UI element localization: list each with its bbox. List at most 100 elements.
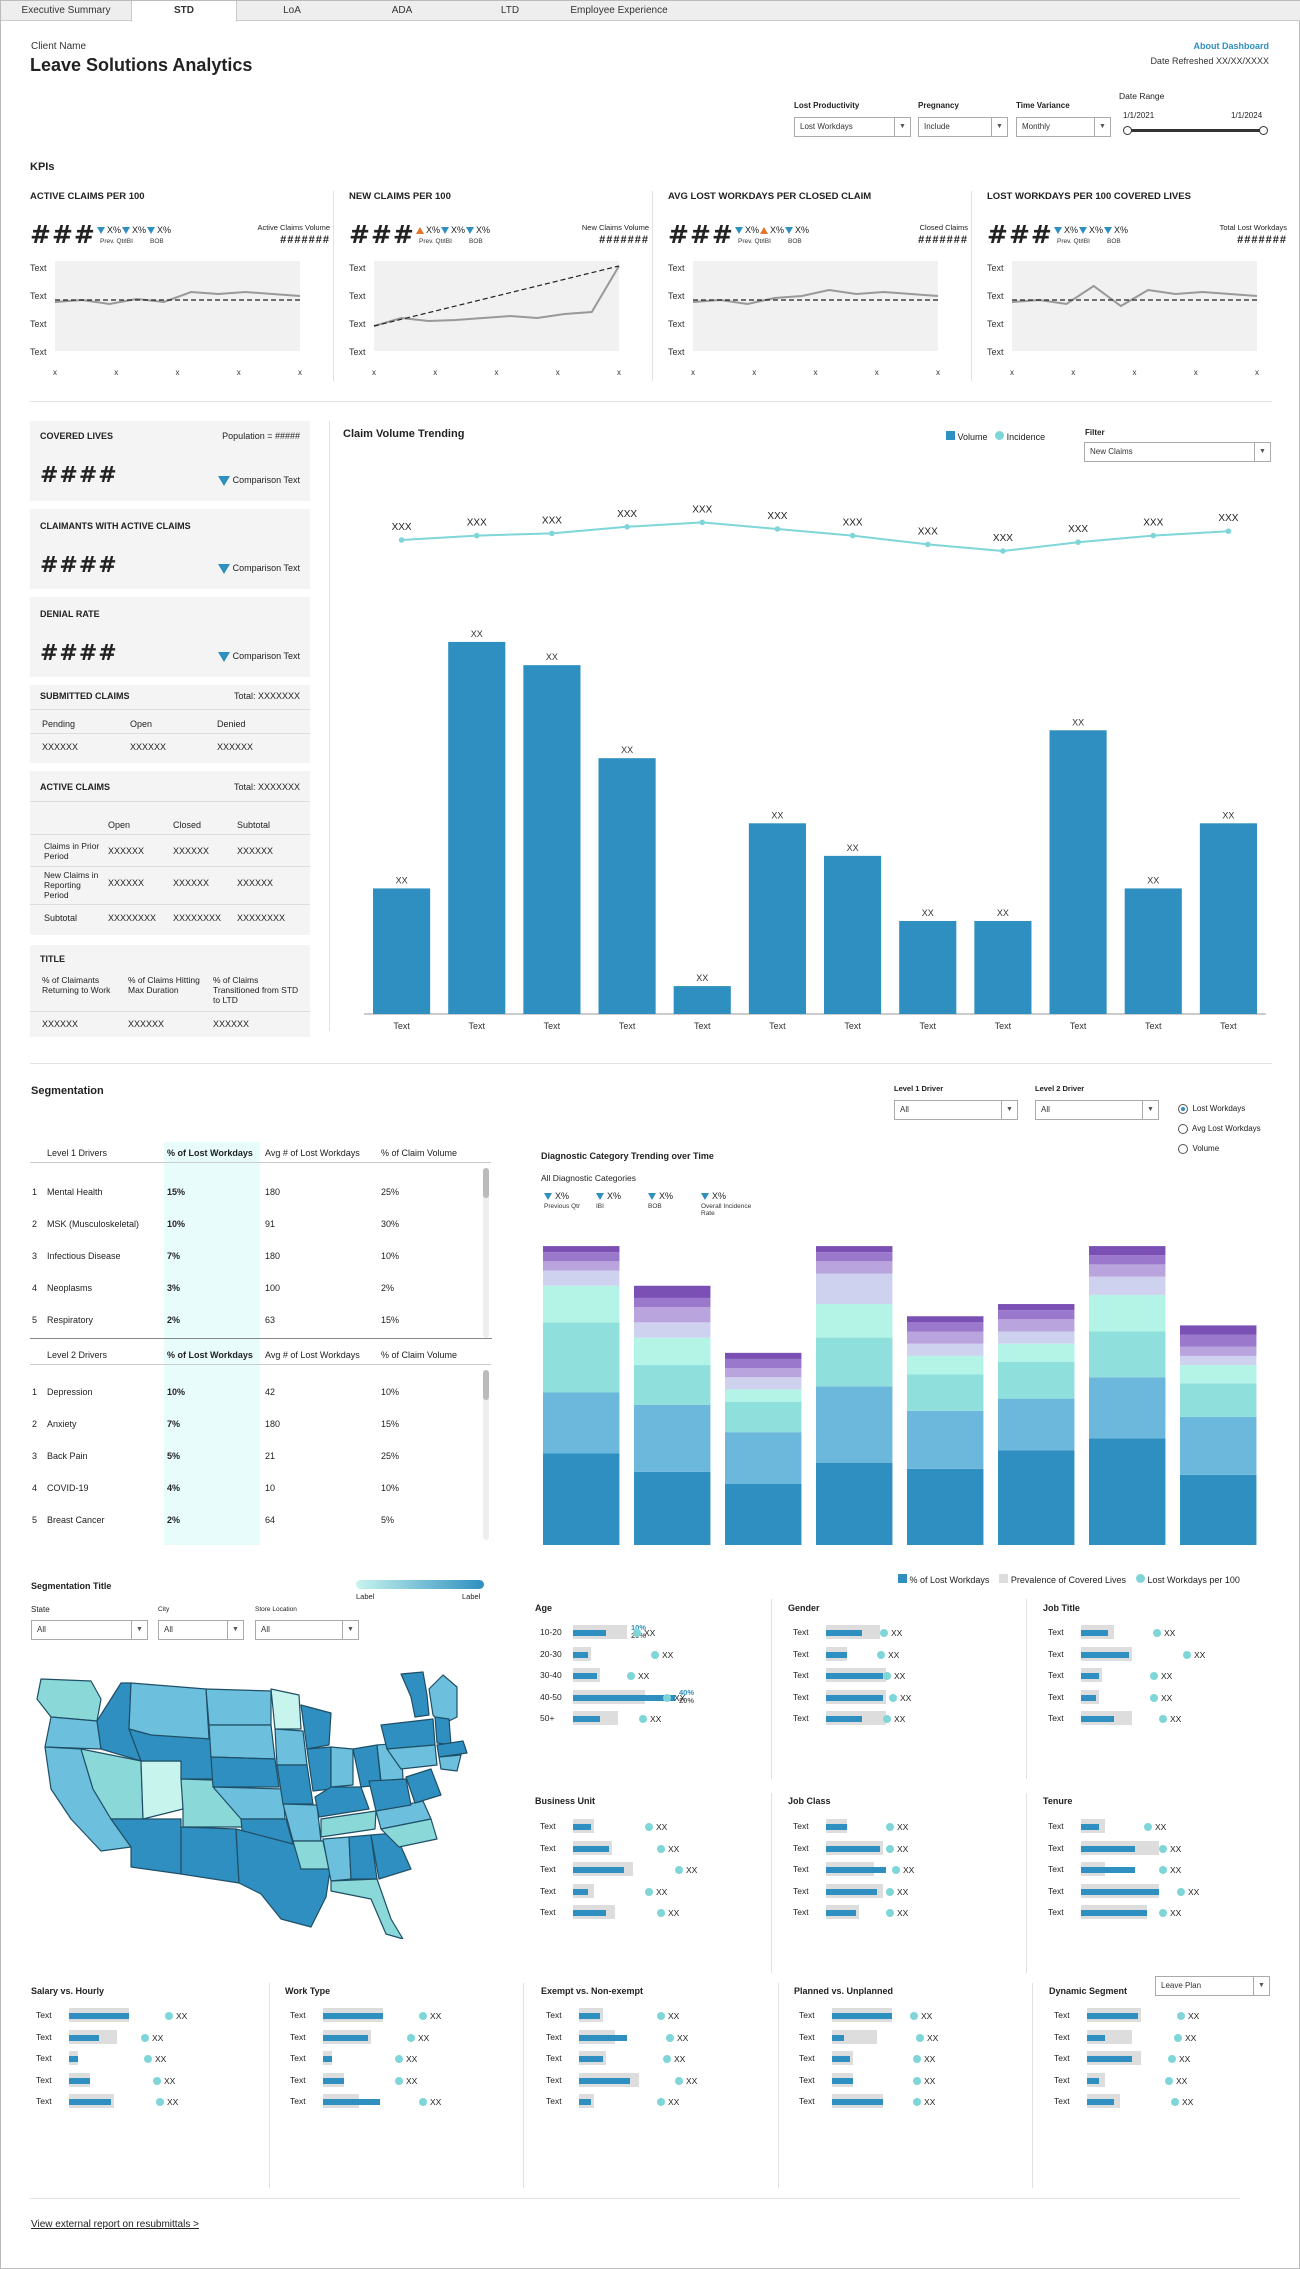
row-label: Text xyxy=(793,1907,809,1917)
lost-workdays-per-100-dot xyxy=(657,2012,665,2020)
stacked-bar-segment xyxy=(998,1304,1075,1311)
tab-executive-summary[interactable]: Executive Summary xyxy=(21,5,111,16)
trend-line xyxy=(1011,284,1258,308)
volume-bar xyxy=(824,855,882,1014)
stacked-bar-segment xyxy=(725,1484,802,1545)
segment-chart-title: Work Type xyxy=(285,1986,331,1996)
dot-value-label: XX xyxy=(891,1628,903,1638)
date-range-track[interactable] xyxy=(1127,129,1267,132)
chevron-down-icon: ▼ xyxy=(342,1621,358,1639)
lost-workdays-per-100-dot xyxy=(663,1693,671,1702)
level2-driver-dropdown[interactable]: All ▼ xyxy=(1035,1100,1159,1120)
radio-avg-lost-workdays[interactable]: Avg Lost Workdays xyxy=(1178,1124,1261,1134)
divider xyxy=(30,904,310,905)
incidence-legend-swatch xyxy=(995,431,1005,440)
state-dropdown[interactable]: All ▼ xyxy=(31,1620,148,1640)
tab-loa[interactable]: LoA xyxy=(283,5,301,16)
lost-workdays-per-100-dot xyxy=(910,2012,918,2020)
stacked-bar-segment xyxy=(634,1307,711,1323)
y-tick-label: Text xyxy=(668,319,685,329)
lost-workdays-per-100-dot xyxy=(883,1672,891,1680)
col-header: Closed xyxy=(173,820,202,830)
stacked-bar-segment xyxy=(998,1398,1075,1451)
date-range-start-handle[interactable] xyxy=(1123,126,1132,135)
kpi-delta-label: BOB xyxy=(1107,238,1121,245)
about-dashboard-link[interactable]: About Dashboard xyxy=(1193,41,1270,51)
segmentation-heading: Segmentation xyxy=(31,1085,104,1097)
lost-workdays-bar xyxy=(1081,1845,1135,1852)
row-label: Text xyxy=(1048,1713,1064,1723)
divider xyxy=(30,401,1272,402)
chevron-down-icon: ▼ xyxy=(131,1621,147,1639)
lost-workdays-bar xyxy=(1087,2034,1105,2041)
pregnancy-dropdown[interactable]: Include ▼ xyxy=(918,117,1008,137)
radio-lost-workdays[interactable]: Lost Workdays xyxy=(1178,1104,1245,1114)
dot-value-label: XX xyxy=(662,1649,674,1660)
segment-chart-title: Exempt vs. Non-exempt xyxy=(541,1986,644,1996)
lost-workdays-per-100-dot xyxy=(877,1650,885,1659)
incidence-data-label: XXX xyxy=(993,533,1013,544)
city-dropdown[interactable]: All ▼ xyxy=(158,1620,244,1640)
time-variance-dropdown[interactable]: Monthly ▼ xyxy=(1016,117,1111,137)
cell: XXXXXX xyxy=(42,1019,79,1029)
row-label: Text xyxy=(1048,1821,1064,1831)
kpi-sparkline-chart: Text Text Text Text x x x x x xyxy=(30,261,302,376)
row-rank: 3 xyxy=(32,1451,38,1461)
tab-ltd[interactable]: LTD xyxy=(500,5,520,16)
cell: XXXXXX xyxy=(237,878,274,888)
kpi-volume-value: ####### xyxy=(918,234,968,246)
kpi-delta-value: X% xyxy=(132,225,147,235)
dot-value-label: XX xyxy=(1170,1843,1182,1854)
bar-data-label: XX xyxy=(546,652,558,662)
cell: XXXXXX xyxy=(42,742,79,752)
lost-workdays-bar xyxy=(832,2013,892,2019)
down-triangle-icon xyxy=(97,227,105,235)
tab-employee-experience[interactable]: Employee Experience xyxy=(570,5,668,16)
dynamic-segment-dropdown[interactable]: Leave Plan ▼ xyxy=(1155,1976,1270,1996)
row-label: Text xyxy=(793,1842,809,1853)
x-tick-label: Text xyxy=(393,1021,410,1031)
down-triangle-icon xyxy=(1104,227,1112,235)
lost-workdays-per-100-dot xyxy=(675,2076,683,2085)
tab-std[interactable]: STD xyxy=(131,1,237,22)
store-location-dropdown[interactable]: All ▼ xyxy=(255,1620,359,1640)
divider xyxy=(971,191,972,381)
population-text: Population = ##### xyxy=(222,431,300,441)
tab-ada[interactable]: ADA xyxy=(391,5,413,16)
kpi-delta: X% xyxy=(760,225,784,235)
x-tick-label: x xyxy=(495,368,499,376)
lost-workdays-pct: 4% xyxy=(167,1483,181,1493)
chart-area-fill xyxy=(1012,261,1257,351)
lost-workdays-pct: 10% xyxy=(167,1387,186,1397)
stacked-bar-segment xyxy=(543,1392,620,1454)
down-triangle-icon xyxy=(785,227,793,235)
bar-data-label: XX xyxy=(696,973,708,983)
dot-value-label: XX xyxy=(927,2032,939,2043)
y-tick-label: Text xyxy=(30,347,47,357)
row-label: Text xyxy=(540,1821,556,1831)
row-label: Text xyxy=(546,2074,562,2085)
x-tick-label: Text xyxy=(995,1021,1012,1031)
claim-filter-dropdown[interactable]: New Claims ▼ xyxy=(1084,442,1271,462)
row-label: Text xyxy=(799,2096,815,2106)
submitted-claims-title: SUBMITTED CLAIMS xyxy=(40,691,130,701)
stacked-bar-segment xyxy=(816,1462,893,1545)
lost-workdays-bar xyxy=(69,2099,111,2105)
row-label: Text xyxy=(1048,1670,1064,1680)
stacked-bar-segment xyxy=(998,1450,1075,1545)
kpi-title: AVG LOST WORKDAYS PER CLOSED CLAIM xyxy=(668,191,872,202)
row-label: Text xyxy=(36,2010,52,2020)
lost-workdays-bar xyxy=(832,2034,844,2041)
level1-driver-dropdown[interactable]: All ▼ xyxy=(894,1100,1018,1120)
row-label: Text xyxy=(546,2031,562,2042)
date-refreshed: Date Refreshed XX/XX/XXXX xyxy=(1150,56,1269,66)
date-range-end-handle[interactable] xyxy=(1259,126,1268,135)
row-label: Text xyxy=(36,2074,52,2085)
lost-workdays-bar xyxy=(573,1651,588,1658)
us-choropleth-map[interactable] xyxy=(31,1669,491,1939)
radio-volume[interactable]: Volume xyxy=(1178,1144,1219,1154)
claim-volume-pct: 10% xyxy=(381,1251,400,1261)
external-report-link[interactable]: View external report on resubmittals > xyxy=(31,2219,199,2230)
lost-productivity-dropdown[interactable]: Lost Workdays ▼ xyxy=(794,117,911,137)
stacked-bar-segment xyxy=(725,1358,802,1369)
